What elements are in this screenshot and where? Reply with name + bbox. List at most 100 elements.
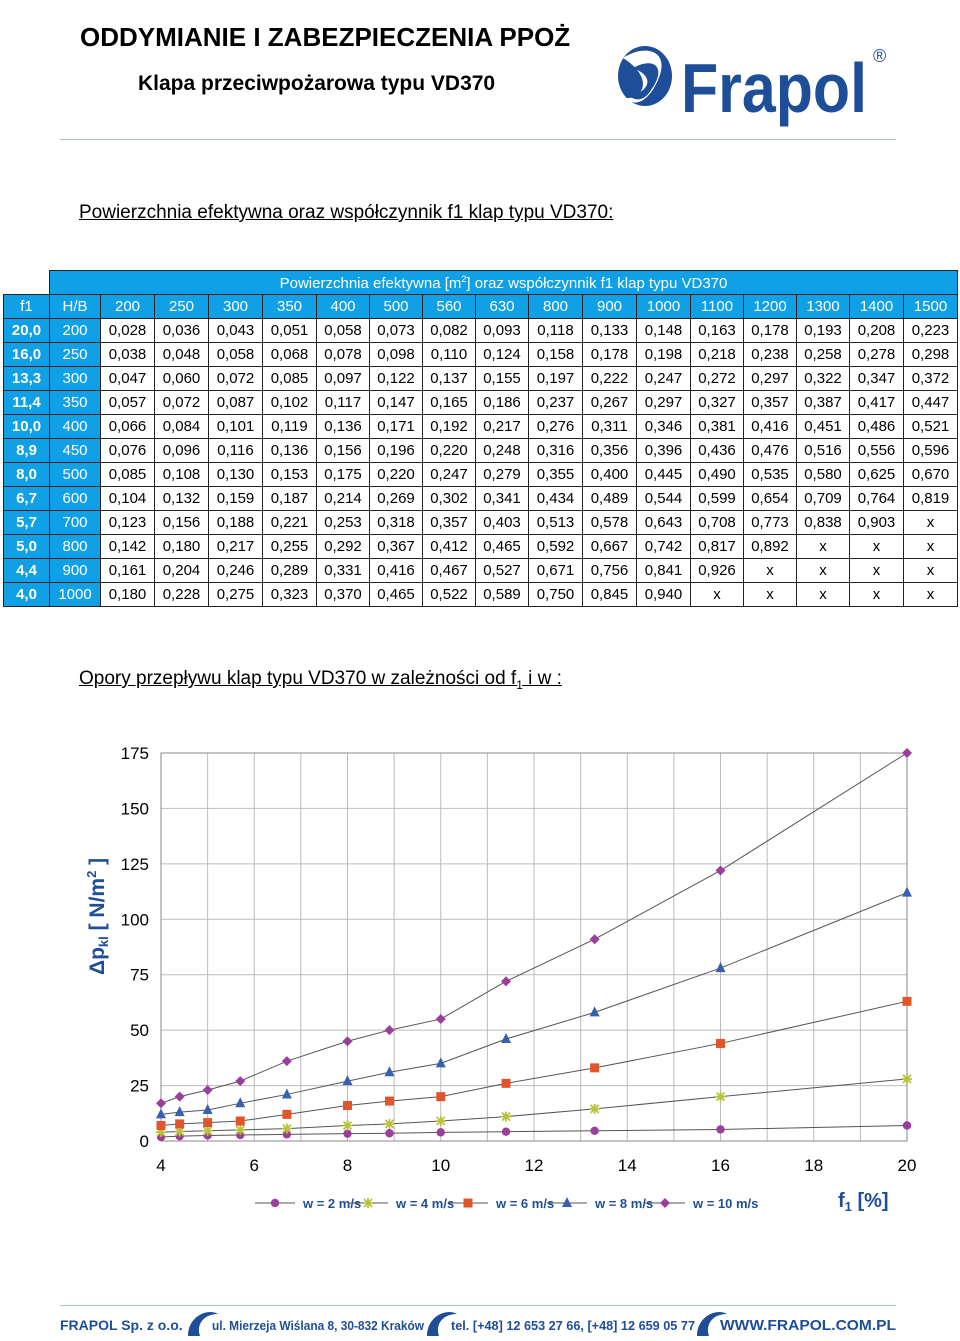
table-cell: 0,522 bbox=[422, 582, 476, 607]
table-cell: 0,072 bbox=[154, 390, 209, 415]
table-cell: 0,417 bbox=[849, 390, 904, 415]
table-row: 10,0 400 0,066 0,084 0,101 0,119 0,136 0,171 0,1… bbox=[3, 414, 958, 439]
column-header-width: 400 bbox=[316, 294, 370, 319]
table-cell: 0,136 bbox=[316, 414, 370, 439]
table-cell: 0,038 bbox=[100, 342, 155, 367]
row-f1-cell: 4,4 bbox=[3, 558, 50, 583]
row-f1-cell: 16,0 bbox=[3, 342, 50, 367]
data-point bbox=[235, 1116, 245, 1126]
table-cell: 0,258 bbox=[796, 342, 850, 367]
table-cell: 0,102 bbox=[262, 390, 317, 415]
table-cell: 0,599 bbox=[690, 486, 744, 511]
flow-resistance-chart: 0 25 50 75 100 125 150 175 4 6 8 10 12 14 16 18 20 w = 2 … bbox=[84, 744, 916, 1214]
table-row: 5,0 800 0,142 0,180 0,217 0,255 0,292 0,367 0,41… bbox=[3, 534, 958, 559]
column-header-width: 1400 bbox=[849, 294, 904, 319]
column-header-width: 1100 bbox=[690, 294, 744, 319]
table-cell: 0,381 bbox=[690, 414, 744, 439]
table-cell: 0,247 bbox=[636, 366, 691, 391]
table-row: 6,7 600 0,104 0,132 0,159 0,187 0,214 0,269 0,30… bbox=[3, 486, 958, 511]
frapol-logo: Frapol ® bbox=[618, 46, 886, 127]
table-cell: 0,372 bbox=[903, 366, 958, 391]
row-f1-cell: 20,0 bbox=[3, 318, 50, 343]
data-point bbox=[715, 962, 726, 973]
table-cell: 0,076 bbox=[100, 438, 155, 463]
table-cell: 0,122 bbox=[369, 366, 423, 391]
table-cell: 0,516 bbox=[796, 438, 850, 463]
column-header-width: 300 bbox=[208, 294, 263, 319]
table-cell: 0,193 bbox=[796, 318, 850, 343]
table-cell: 0,142 bbox=[100, 534, 155, 559]
table-cell: x bbox=[903, 582, 958, 607]
column-header-width: 1000 bbox=[636, 294, 691, 319]
row-f1-cell: 8,0 bbox=[3, 462, 50, 487]
table-cell: 0,085 bbox=[262, 366, 317, 391]
legend-marker bbox=[363, 1198, 373, 1208]
table-cell: 0,178 bbox=[743, 318, 797, 343]
footer-swoosh-icon bbox=[697, 1312, 727, 1336]
table-row: 5,7 700 0,123 0,156 0,188 0,221 0,253 0,318 0,35… bbox=[3, 510, 958, 535]
table-cell: 0,311 bbox=[582, 414, 637, 439]
table-cell: 0,255 bbox=[262, 534, 317, 559]
table-cell: 0,269 bbox=[369, 486, 423, 511]
data-point bbox=[343, 1101, 352, 1111]
table-cell: 0,521 bbox=[903, 414, 958, 439]
row-f1-cell: 13,3 bbox=[3, 366, 50, 391]
data-point bbox=[902, 1121, 912, 1130]
row-hb-cell: 450 bbox=[49, 438, 101, 463]
legend-label: w = 2 m/s bbox=[302, 1196, 361, 1211]
table-cell: 0,596 bbox=[903, 438, 958, 463]
table-header-row: f1 H/B 200 250 300 350 400 500 560 630 800 900 100… bbox=[3, 294, 958, 319]
row-hb-cell: 350 bbox=[49, 390, 101, 415]
table-cell: 0,436 bbox=[690, 438, 744, 463]
table-cell: 0,817 bbox=[690, 534, 744, 559]
data-point bbox=[435, 1116, 446, 1127]
data-point bbox=[235, 1124, 246, 1135]
data-point bbox=[282, 1130, 292, 1139]
table-cell: x bbox=[849, 534, 904, 559]
table-cell: 0,101 bbox=[208, 414, 263, 439]
table-cell: 0,043 bbox=[208, 318, 263, 343]
row-hb-cell: 200 bbox=[49, 318, 101, 343]
table-cell: 0,155 bbox=[475, 366, 529, 391]
data-point bbox=[384, 1025, 395, 1036]
table-cell: 0,221 bbox=[262, 510, 317, 535]
table-cell: 0,892 bbox=[743, 534, 797, 559]
table-cell: 0,819 bbox=[903, 486, 958, 511]
table-cell: 0,416 bbox=[369, 558, 423, 583]
plot-frame bbox=[160, 752, 908, 1142]
legend-marker bbox=[463, 1198, 473, 1208]
column-header-width: 1500 bbox=[903, 294, 958, 319]
page-subtitle: Klapa przeciwpożarowa typu VD370 bbox=[138, 72, 496, 95]
table-cell: 0,117 bbox=[316, 390, 370, 415]
table-cell: 0,051 bbox=[262, 318, 317, 343]
table-cell: 0,148 bbox=[636, 318, 691, 343]
series-line bbox=[160, 752, 908, 1104]
x-tick-label: 12 bbox=[525, 1156, 544, 1175]
table-cell: 0,476 bbox=[743, 438, 797, 463]
table-cell: 0,841 bbox=[636, 558, 691, 583]
table-cell: 0,403 bbox=[475, 510, 529, 535]
table-cell: 0,096 bbox=[154, 438, 209, 463]
footer-address: ul. Mierzeja Wiślana 8, 30-832 Kraków bbox=[212, 1318, 425, 1333]
logo-registered-mark: ® bbox=[873, 46, 886, 66]
table-row: 11,4 350 0,057 0,072 0,087 0,102 0,117 0,147 0,1… bbox=[3, 390, 958, 415]
data-point bbox=[342, 1120, 353, 1131]
x-tick-label: 10 bbox=[431, 1156, 450, 1175]
data-point bbox=[589, 934, 600, 945]
x-tick-label: 18 bbox=[804, 1156, 823, 1175]
table-cell: 0,159 bbox=[208, 486, 263, 511]
y-tick-label: 50 bbox=[130, 1021, 149, 1040]
data-point bbox=[235, 1076, 246, 1087]
table-cell: 0,220 bbox=[422, 438, 476, 463]
table-cell: 0,387 bbox=[796, 390, 850, 415]
table-cell: 0,223 bbox=[903, 318, 958, 343]
footer-divider bbox=[60, 1305, 896, 1306]
table-cell: 0,036 bbox=[154, 318, 209, 343]
table-cell: 0,161 bbox=[100, 558, 155, 583]
table-cell: 0,188 bbox=[208, 510, 263, 535]
column-header-width: 350 bbox=[262, 294, 317, 319]
row-f1-cell: 11,4 bbox=[3, 390, 50, 415]
logo-swoosh-icon bbox=[618, 46, 672, 106]
table-cell: 0,132 bbox=[154, 486, 209, 511]
table-cell: 0,903 bbox=[849, 510, 904, 535]
